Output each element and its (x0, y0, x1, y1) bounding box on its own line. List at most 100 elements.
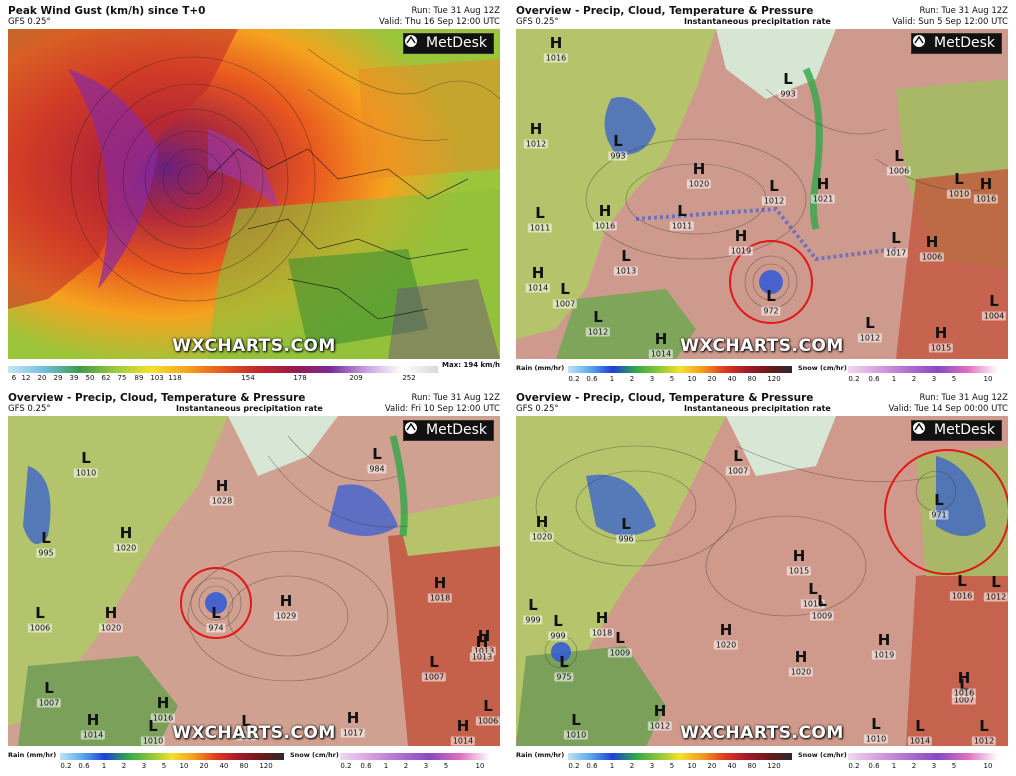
panel-title: Peak Wind Gust (km/h) since T+0 (8, 5, 206, 17)
low-pressure-marker: L (769, 177, 779, 195)
gust-tick-label: 39 (69, 374, 79, 382)
high-pressure-marker: H (475, 633, 489, 651)
gust-tick-label: 209 (349, 374, 363, 382)
pressure-value: 1014 (907, 736, 933, 746)
snow-legend-label: Snow (cm/hr) (290, 751, 339, 759)
panel-subtitle: Instantaneous precipitation rate (684, 404, 831, 413)
rain-tick-label: 3 (141, 762, 147, 770)
rain-tick-label: 0.2 (60, 762, 72, 770)
pressure-centers: H 1016 L 993 H 1012 L 993 H 1020 L 1012 H 1021 L 1006 L 1… (516, 29, 1008, 359)
high-pressure-marker: H (654, 330, 668, 348)
rain-tick-label: 0.6 (78, 762, 90, 770)
snow-tick-label: 0.2 (340, 762, 352, 770)
high-pressure-marker: H (925, 233, 939, 251)
snow-tick-label: 5 (951, 762, 957, 770)
pressure-value: 1010 (863, 734, 889, 744)
rain-tick-label: 20 (707, 762, 717, 770)
pressure-value: 1018 (589, 628, 615, 638)
rain-tick-label: 1 (101, 762, 107, 770)
high-pressure-marker: H (692, 160, 706, 178)
pressure-value: 1014 (648, 349, 674, 359)
high-pressure-marker: H (653, 702, 667, 720)
model-label: GFS 0.25° (8, 17, 51, 27)
snow-tick-label: 3 (931, 762, 937, 770)
metdesk-icon (405, 35, 422, 50)
pressure-value: 1014 (80, 730, 106, 740)
wxcharts-watermark: WXCHARTS.COM (680, 336, 844, 356)
pressure-value: 984 (367, 464, 387, 474)
low-pressure-marker: L (991, 573, 1001, 591)
pressure-value: 1015 (786, 566, 812, 576)
high-pressure-marker: H (794, 648, 808, 666)
snow-legend-label: Snow (cm/hr) (798, 751, 847, 759)
low-pressure-marker: L (559, 653, 569, 671)
low-pressure-marker: L (934, 491, 944, 509)
max-gust-label: Max: 194 km/h (442, 361, 500, 369)
rain-tick-label: 10 (687, 762, 697, 770)
low-pressure-marker: L (571, 711, 581, 729)
panel-wind-gust: Peak Wind Gust (km/h) since T+0 GFS 0.25… (4, 3, 504, 386)
rain-colorbar (60, 753, 284, 760)
pressure-value: 1017 (883, 248, 909, 258)
high-pressure-marker: H (156, 694, 170, 712)
pressure-value: 1019 (728, 246, 754, 256)
snow-tick-label: 2 (911, 375, 917, 383)
high-pressure-marker: H (979, 175, 993, 193)
valid-label: Valid: Fri 10 Sep 12:00 UTC (384, 404, 500, 414)
model-label: GFS 0.25° (516, 17, 559, 27)
rain-legend-label: Rain (mm/hr) (8, 751, 57, 759)
low-pressure-marker: L (957, 572, 967, 590)
high-pressure-marker: H (595, 609, 609, 627)
low-pressure-marker: L (148, 717, 158, 735)
snow-tick-label: 10 (983, 762, 993, 770)
pressure-value: 1020 (788, 667, 814, 677)
pressure-value: 975 (554, 672, 574, 682)
rain-tick-label: 10 (179, 762, 189, 770)
gust-tick-label: 6 (11, 374, 17, 382)
snow-legend-label: Snow (cm/hr) (798, 364, 847, 372)
low-pressure-marker: L (621, 247, 631, 265)
model-label: GFS 0.25° (516, 404, 559, 414)
low-pressure-marker: L (35, 604, 45, 622)
gust-tick-label: 62 (101, 374, 111, 382)
gust-legend: Max: 194 km/h 6 12 20 29 39 50 62 75 89 103 118 154… (4, 361, 504, 385)
low-pressure-marker: L (211, 604, 221, 622)
pressure-value: 1016 (949, 591, 975, 601)
pressure-value: 1016 (543, 53, 569, 63)
high-pressure-marker: H (529, 120, 543, 138)
pressure-value: 1016 (150, 713, 176, 723)
snow-tick-label: 5 (443, 762, 449, 770)
pressure-value: 1014 (450, 736, 476, 746)
snow-tick-label: 0.2 (848, 375, 860, 383)
pressure-value: 972 (761, 306, 781, 316)
precip-legend: Rain (mm/hr) 0.2 0.6 1 2 3 5 10 20 40 80 120 Snow (c… (512, 748, 1012, 772)
low-pressure-marker: L (871, 715, 881, 733)
panel-overview-sep10: Overview - Precip, Cloud, Temperature & … (4, 390, 504, 773)
valid-label: Valid: Tue 14 Sep 00:00 UTC (888, 404, 1008, 414)
rain-tick-label: 20 (707, 375, 717, 383)
rain-tick-label: 80 (239, 762, 249, 770)
pressure-value: 1012 (857, 333, 883, 343)
low-pressure-marker: L (372, 445, 382, 463)
snow-tick-label: 10 (475, 762, 485, 770)
panel-subtitle: Instantaneous precipitation rate (176, 404, 323, 413)
low-pressure-marker: L (808, 580, 818, 598)
rain-colorbar (568, 753, 792, 760)
run-label: Run: Tue 31 Aug 12Z (919, 393, 1008, 403)
pressure-value: 1015 (928, 343, 954, 353)
pressure-value: 1012 (585, 327, 611, 337)
low-pressure-marker: L (613, 132, 623, 150)
pressure-value: 1004 (981, 311, 1007, 321)
run-label: Run: Tue 31 Aug 12Z (411, 393, 500, 403)
pressure-value: 995 (36, 548, 56, 558)
precip-legend: Rain (mm/hr) 0.2 0.6 1 2 3 5 10 20 40 80 120 Snow (c… (512, 361, 1012, 385)
snow-tick-label: 5 (951, 375, 957, 383)
snow-colorbar (340, 753, 490, 760)
rain-colorbar (568, 366, 792, 373)
gust-tick-label: 252 (402, 374, 416, 382)
run-label: Run: Tue 31 Aug 12Z (411, 6, 500, 16)
pressure-value: 1020 (98, 623, 124, 633)
snow-tick-label: 3 (423, 762, 429, 770)
pressure-value: 1012 (647, 721, 673, 731)
low-pressure-marker: L (865, 314, 875, 332)
